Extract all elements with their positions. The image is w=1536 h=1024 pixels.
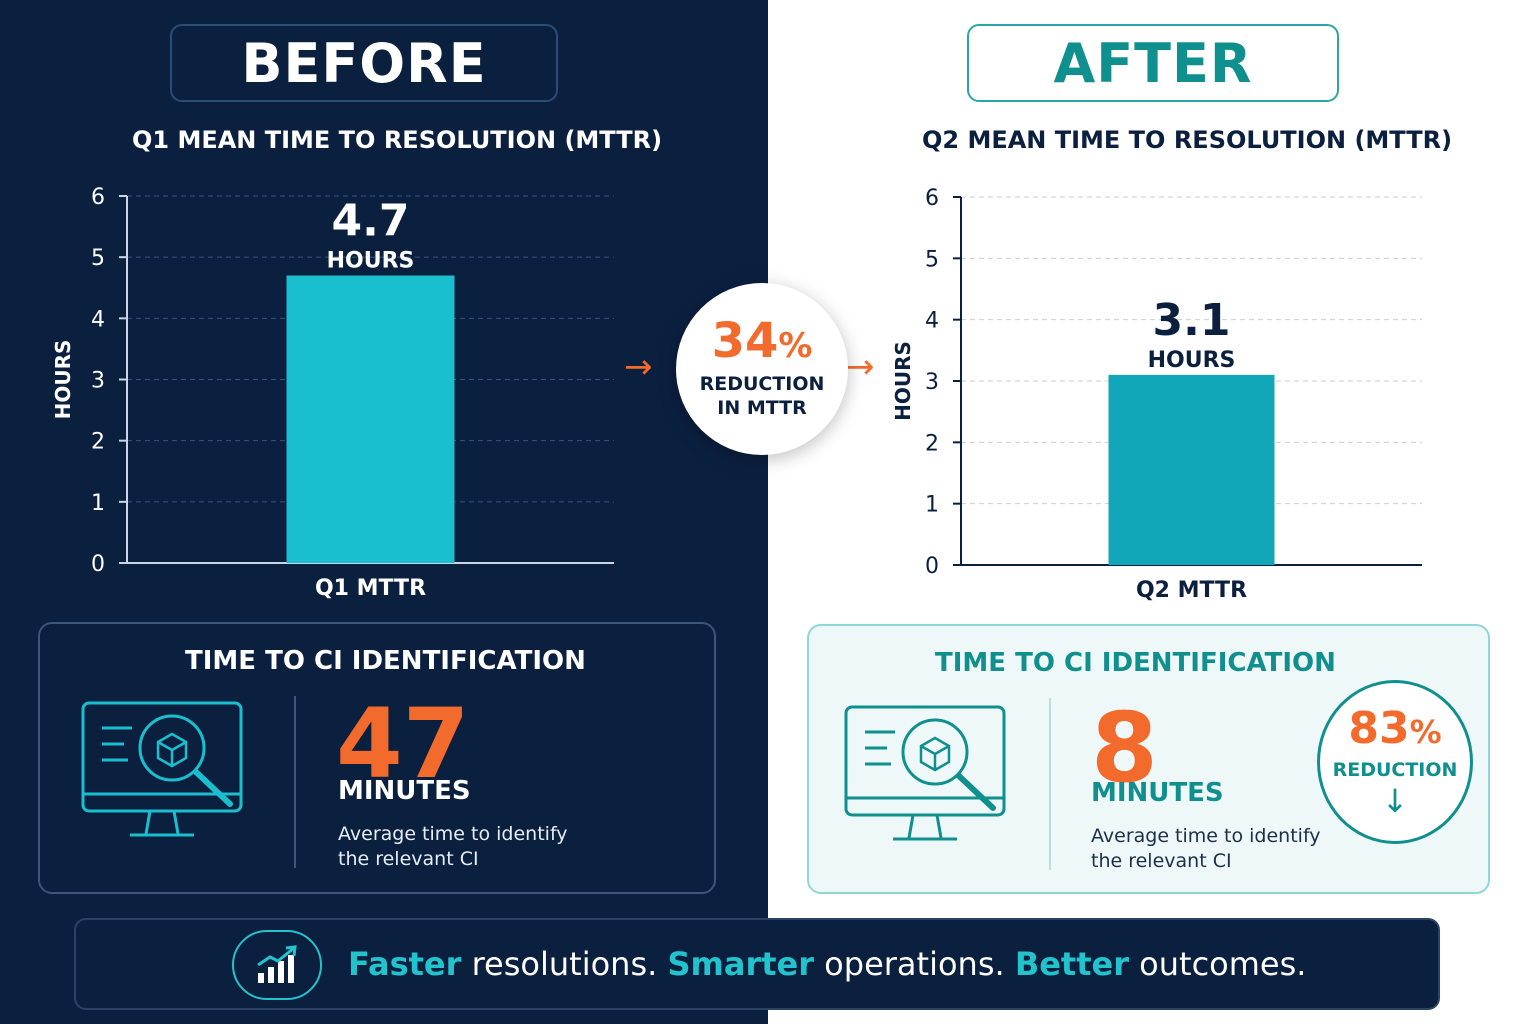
y-tick-label: 2 bbox=[925, 431, 939, 456]
bar-unit-label: HOURS bbox=[327, 249, 415, 274]
bar-unit-label: HOURS bbox=[1148, 348, 1236, 373]
arrow-right-icon: → bbox=[624, 347, 653, 387]
y-tick-label: 6 bbox=[91, 185, 105, 210]
y-tick-label: 4 bbox=[925, 309, 939, 334]
ci-time-description: Average time to identify the relevant CI bbox=[1091, 825, 1321, 872]
y-tick-label: 3 bbox=[925, 370, 939, 395]
q2-chart-title: Q2 MEAN TIME TO RESOLUTION (MTTR) bbox=[922, 126, 1453, 154]
ci-reduction-label: REDUCTION bbox=[1332, 759, 1458, 781]
before-label: BEFORE bbox=[170, 24, 558, 102]
y-tick-label: 4 bbox=[91, 307, 105, 332]
q1-chart-title: Q1 MEAN TIME TO RESOLUTION (MTTR) bbox=[132, 126, 663, 154]
arrow-right-icon: → bbox=[846, 347, 875, 387]
y-tick-label: 1 bbox=[91, 491, 105, 516]
y-tick-label: 6 bbox=[925, 186, 939, 211]
monitor-search-cube-icon bbox=[81, 701, 243, 837]
bar-value-label: 4.7 bbox=[332, 196, 410, 247]
bar bbox=[1108, 374, 1275, 565]
ci-reduction-value: 83% bbox=[1348, 703, 1442, 754]
tagline-text: Faster resolutions. Smarter operations. … bbox=[348, 945, 1307, 983]
before-ci-card: TIME TO CI IDENTIFICATION 47 MINUTES Ave… bbox=[38, 622, 716, 894]
x-tick-label: Q1 MTTR bbox=[315, 576, 426, 601]
mttr-reduction-badge: 34% REDUCTION IN MTTR bbox=[676, 283, 848, 455]
y-tick-label: 3 bbox=[91, 369, 105, 394]
bar-value-label: 3.1 bbox=[1153, 295, 1231, 346]
ci-card-title: TIME TO CI IDENTIFICATION bbox=[185, 646, 586, 676]
y-tick-label: 5 bbox=[925, 247, 939, 272]
mttr-reduction-label: REDUCTION IN MTTR bbox=[699, 373, 825, 419]
after-ci-card: TIME TO CI IDENTIFICATION 8 MINUTES Aver… bbox=[807, 624, 1490, 894]
ci-time-description: Average time to identify the relevant CI bbox=[338, 823, 568, 870]
ci-card-divider bbox=[294, 696, 296, 868]
x-tick-label: Q2 MTTR bbox=[1136, 578, 1247, 603]
y-tick-label: 0 bbox=[925, 554, 939, 579]
y-tick-label: 5 bbox=[91, 246, 105, 271]
monitor-search-cube-icon bbox=[844, 705, 1006, 841]
ci-card-divider bbox=[1049, 698, 1051, 870]
y-tick-label: 0 bbox=[91, 552, 105, 577]
mttr-reduction-value: 34% bbox=[711, 313, 813, 370]
bar bbox=[286, 275, 455, 563]
arrow-down-icon: ↓ bbox=[1381, 782, 1409, 820]
y-axis-label: HOURS bbox=[891, 341, 915, 421]
ci-time-unit: MINUTES bbox=[1091, 778, 1224, 808]
y-axis-label: HOURS bbox=[51, 340, 75, 420]
tagline-banner: Faster resolutions. Smarter operations. … bbox=[74, 918, 1440, 1010]
y-tick-label: 2 bbox=[91, 430, 105, 455]
ci-reduction-badge: 83% REDUCTION ↓ bbox=[1317, 680, 1473, 844]
ci-card-title: TIME TO CI IDENTIFICATION bbox=[935, 648, 1336, 678]
ci-time-value: 8 bbox=[1091, 692, 1158, 804]
ci-time-value: 47 bbox=[336, 688, 470, 800]
growth-chart-icon bbox=[232, 930, 322, 1000]
ci-time-unit: MINUTES bbox=[338, 776, 471, 806]
y-tick-label: 1 bbox=[925, 493, 939, 518]
after-label: AFTER bbox=[967, 24, 1339, 102]
